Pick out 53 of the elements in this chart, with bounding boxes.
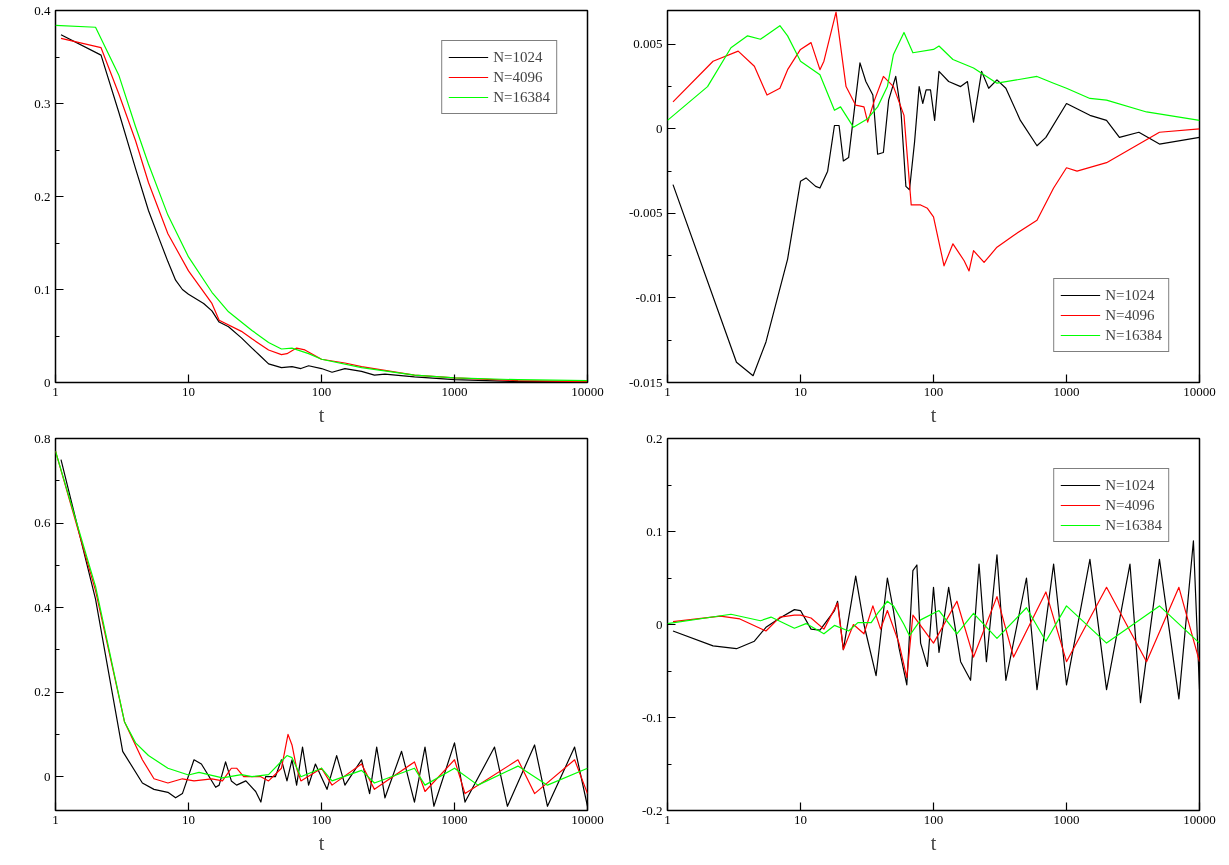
y-tick-label: 0.8 [34, 430, 51, 446]
x-axis-title: t [318, 831, 325, 854]
y-tick-label: 0.6 [34, 515, 51, 531]
legend-label: N=16384 [1105, 326, 1162, 344]
x-tick-label: 100 [311, 383, 332, 399]
y-tick-label: 0 [44, 374, 51, 390]
y-tick-label: 0.2 [34, 188, 51, 204]
y-tick-label: 0.1 [34, 281, 51, 297]
legend-label: N=4096 [493, 68, 543, 86]
legend-label: N=4096 [1105, 306, 1155, 324]
x-tick-label: 10000 [1183, 383, 1216, 399]
x-tick-label: 1000 [1053, 811, 1080, 827]
x-tick-label: 10000 [571, 811, 604, 827]
x-tick-label: 100 [923, 811, 944, 827]
y-tick-label: 0.1 [646, 523, 663, 539]
x-tick-label: 10000 [571, 383, 604, 399]
y-tick-label: 0.2 [646, 430, 663, 446]
y-tick-label: -0.1 [641, 709, 663, 725]
y-tick-label: -0.2 [641, 802, 663, 818]
y-tick-label: 0.4 [34, 599, 51, 615]
y-tick-label: 0.3 [34, 95, 51, 111]
x-tick-label: 1 [664, 383, 671, 399]
x-axis-title: t [930, 403, 937, 426]
legend-label: N=1024 [1105, 476, 1155, 494]
x-tick-label: 100 [311, 811, 332, 827]
y-tick-label: -0.005 [628, 205, 663, 221]
x-tick-label: 1 [52, 811, 59, 827]
x-tick-label: 1000 [441, 383, 468, 399]
x-tick-label: 100 [923, 383, 944, 399]
x-tick-label: 10 [794, 383, 807, 399]
y-tick-label: 0.2 [34, 684, 51, 700]
legend-label: N=1024 [1105, 286, 1155, 304]
x-tick-label: 1000 [1053, 383, 1080, 399]
x-axis-title: t [318, 403, 325, 426]
y-tick-label: -0.01 [635, 289, 663, 305]
x-tick-label: 1 [664, 811, 671, 827]
x-tick-label: 10 [182, 383, 195, 399]
y-tick-label: -0.015 [628, 374, 663, 390]
y-tick-label: 0 [656, 616, 663, 632]
y-tick-label: 0.4 [34, 2, 51, 18]
y-tick-label: 0 [44, 768, 51, 784]
legend-label: N=1024 [493, 48, 543, 66]
y-tick-label: 0.005 [633, 36, 663, 52]
legend-label: N=16384 [1105, 516, 1162, 534]
x-tick-label: 1000 [441, 811, 468, 827]
x-tick-label: 10000 [1183, 811, 1216, 827]
y-tick-label: 0 [656, 120, 663, 136]
legend-label: N=4096 [1105, 496, 1155, 514]
x-axis-title: t [930, 831, 937, 854]
x-tick-label: 10 [182, 811, 195, 827]
x-tick-label: 10 [794, 811, 807, 827]
x-tick-label: 1 [52, 383, 59, 399]
legend-label: N=16384 [493, 88, 550, 106]
